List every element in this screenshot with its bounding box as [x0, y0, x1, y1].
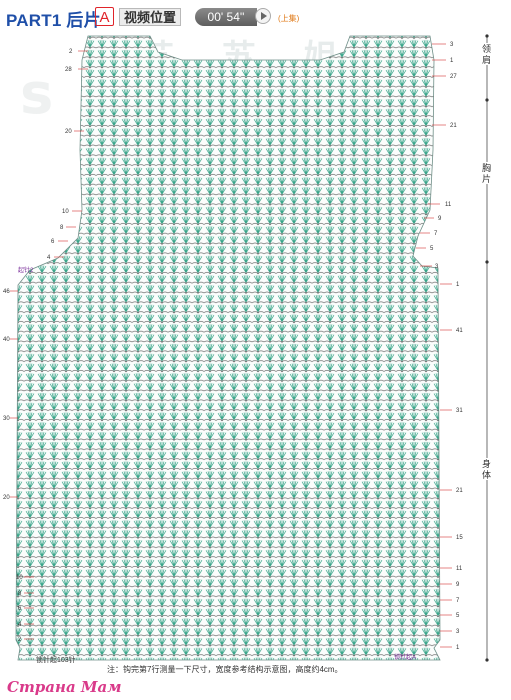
row-label: 21 [456, 488, 463, 494]
section-badge: A [95, 7, 114, 26]
header: PART1 后片 A 视频位置 00' 54'' (上集) [0, 0, 511, 34]
row-label: 3 [450, 42, 454, 48]
right-row-markers: 3 1 27 21 11 9 7 5 3 1 41 31 21 15 11 9 … [394, 42, 463, 661]
row-label: 20 [3, 495, 10, 501]
row-label: 3 [435, 264, 439, 270]
chart-outline [15, 35, 441, 661]
row-label: 21 [450, 123, 457, 129]
video-timestamp[interactable]: 00' 54'' [195, 8, 257, 26]
row-label: 9 [456, 582, 460, 588]
row-label: 8 [18, 591, 22, 597]
row-label: 9 [438, 216, 442, 222]
row-label: 2 [69, 49, 73, 55]
video-part-label: (上集) [278, 14, 300, 23]
row-label: 5 [430, 246, 434, 252]
row-label: 10 [62, 209, 69, 215]
row-label: 20 [65, 129, 72, 135]
row-label: 1 [456, 282, 460, 288]
start-note-left: 起针2 [18, 266, 34, 274]
chain-start-note: 锁针起103针 [36, 657, 76, 664]
section-chest-2: 片 [482, 173, 491, 184]
left-row-markers: 2 28 20 10 8 6 4 起针2 46 40 30 20 10 8 6 … [3, 49, 88, 643]
row-label: 6 [51, 239, 55, 245]
row-label: 27 [450, 74, 457, 80]
row-label: 10 [16, 575, 23, 581]
row-label: 4 [47, 255, 51, 261]
row-label: 2 [18, 637, 22, 643]
stitch-grid [16, 36, 440, 660]
row-label: 5 [456, 613, 460, 619]
start-note-right: 锁针起A [394, 653, 416, 661]
row-label: 1 [456, 645, 460, 651]
section-body-2: 体 [482, 469, 491, 480]
row-label: 4 [18, 622, 22, 628]
row-label: 7 [456, 598, 460, 604]
row-label: 3 [456, 629, 460, 635]
section-neckline-2: 肩 [482, 54, 491, 65]
section-bar: 领 肩 胸 片 身 体 [480, 34, 494, 662]
part-title: PART1 后片 [6, 11, 101, 30]
row-label: 11 [445, 202, 452, 208]
row-label: 28 [65, 67, 72, 73]
row-label: 46 [3, 289, 10, 295]
section-neckline-1: 领 [482, 43, 491, 54]
site-logo: Страна Мам [7, 678, 122, 696]
section-body-1: 身 [482, 458, 491, 469]
row-label: 11 [456, 566, 463, 572]
row-label: 8 [60, 225, 64, 231]
row-label: 41 [456, 328, 463, 334]
footnote: 注：钩完第7行测量一下尺寸，宽度参考结构示意图，高度约4cm。 [107, 665, 343, 674]
row-label: 7 [434, 231, 438, 237]
row-label: 15 [456, 535, 463, 541]
video-position-label: 视频位置 [119, 8, 182, 26]
section-chest-1: 胸 [482, 162, 491, 173]
row-label: 40 [3, 337, 10, 343]
row-label: 6 [18, 606, 22, 612]
row-label: 1 [450, 58, 454, 64]
row-label: 31 [456, 408, 463, 414]
play-icon[interactable] [255, 8, 271, 24]
row-label: 30 [3, 416, 10, 422]
